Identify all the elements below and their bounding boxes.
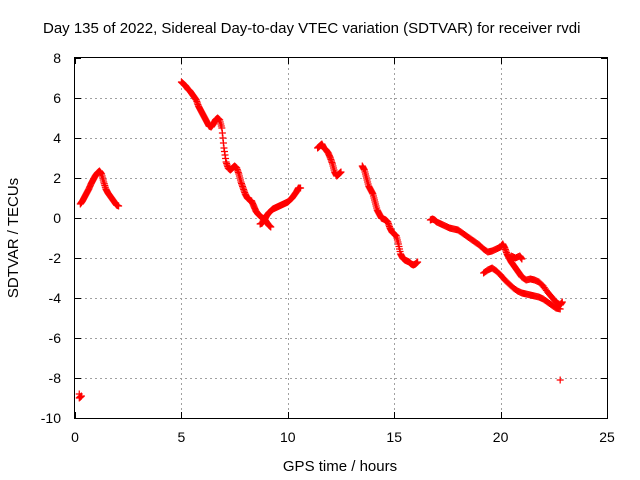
data-point — [115, 202, 123, 210]
series-segment-6 — [480, 252, 564, 384]
series-segment-2 — [177, 78, 305, 231]
y-tick-labels: -10 -8 -6 -4 -2 0 2 4 6 8 — [41, 50, 61, 426]
x-tick-label: 15 — [386, 429, 402, 445]
y-tick-label: -2 — [49, 250, 62, 266]
data-point — [518, 255, 526, 263]
y-tick-label: -6 — [49, 330, 62, 346]
data-point — [558, 298, 566, 306]
data-point — [414, 258, 422, 266]
x-tick-label: 5 — [178, 429, 186, 445]
y-tick-label: -10 — [41, 410, 61, 426]
x-axis-title: GPS time / hours — [283, 458, 397, 475]
series-segment-5 — [426, 215, 566, 309]
y-tick-label: 8 — [53, 50, 61, 66]
x-tick-label: 25 — [599, 429, 615, 445]
data-point — [267, 223, 275, 231]
series-segment-3 — [314, 140, 345, 180]
plot-frame — [74, 57, 608, 419]
data-point — [556, 305, 564, 313]
data-point — [297, 184, 305, 192]
series-segment-4 — [358, 162, 422, 269]
grid-lines — [75, 58, 607, 418]
axis-ticks — [75, 58, 608, 419]
y-tick-label: 4 — [53, 130, 61, 146]
chart-title: Day 135 of 2022, Sidereal Day-to-day VTE… — [43, 20, 580, 37]
y-axis-title: SDTVAR / TECUs — [5, 178, 22, 298]
x-tick-labels: 0 5 10 15 20 25 — [71, 429, 615, 445]
y-tick-label: 6 — [53, 90, 61, 106]
x-tick-label: 0 — [71, 429, 79, 445]
x-tick-label: 10 — [280, 429, 296, 445]
data-point — [337, 168, 345, 176]
data-point — [556, 376, 564, 384]
y-tick-label: -8 — [49, 370, 62, 386]
y-tick-label: 0 — [53, 210, 61, 226]
data-points — [75, 78, 566, 402]
y-tick-label: 2 — [53, 170, 61, 186]
x-tick-label: 20 — [493, 429, 509, 445]
data-point — [77, 392, 85, 400]
series-early — [75, 167, 123, 402]
y-tick-label: -4 — [49, 290, 62, 306]
